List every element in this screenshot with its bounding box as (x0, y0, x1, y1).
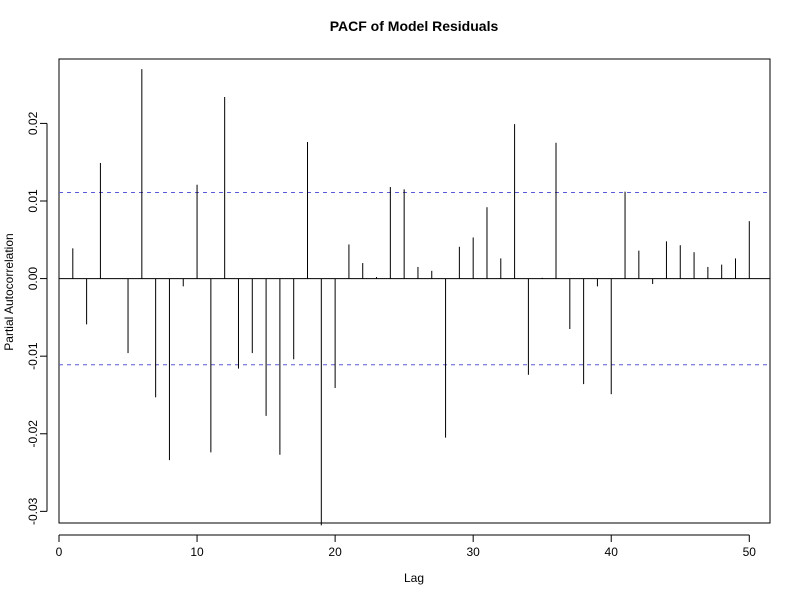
x-tick-label: 50 (743, 545, 757, 559)
x-tick-label: 20 (328, 545, 342, 559)
y-axis: -0.03 -0.02 -0.01 0.00 0.01 0.02 (26, 111, 48, 525)
y-tick-label: -0.02 (26, 420, 40, 448)
pacf-bars (72, 69, 750, 526)
y-tick-label: -0.03 (26, 497, 40, 525)
x-axis-label: Lag (404, 571, 424, 585)
x-tick-label: 40 (605, 545, 619, 559)
y-tick-label: 0.01 (26, 189, 40, 213)
y-tick-label: 0.00 (26, 267, 40, 291)
y-tick-label: -0.01 (26, 342, 40, 370)
x-tick-label: 0 (56, 545, 63, 559)
chart-title: PACF of Model Residuals (330, 18, 499, 34)
x-axis: 0 10 20 30 40 50 (56, 534, 757, 559)
y-axis-label: Partial Autocorrelation (2, 233, 16, 350)
x-tick-label: 10 (190, 545, 204, 559)
y-tick-label: 0.02 (26, 111, 40, 135)
plot-frame (58, 58, 771, 524)
x-tick-label: 30 (466, 545, 480, 559)
